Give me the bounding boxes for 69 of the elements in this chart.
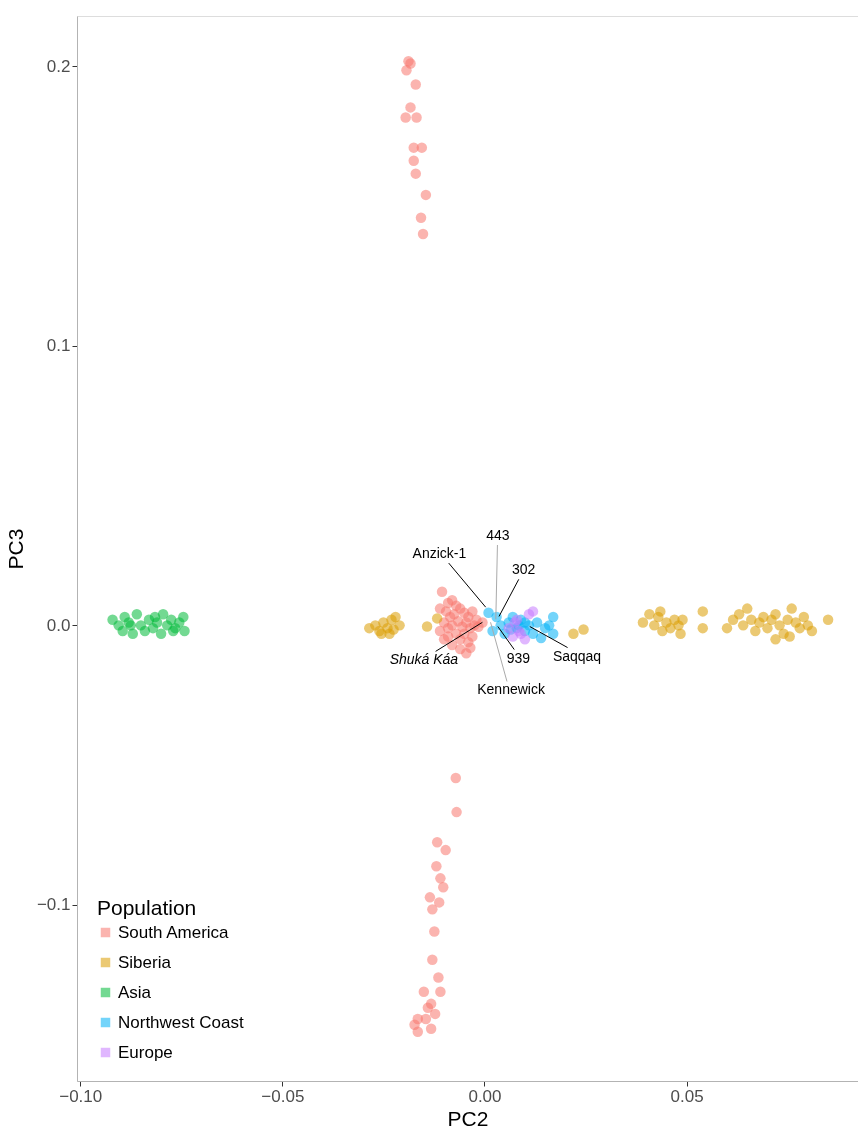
point	[117, 625, 128, 637]
point	[139, 625, 151, 637]
point	[535, 632, 547, 644]
point	[770, 608, 781, 620]
annotation: 443	[486, 526, 510, 543]
x-tick-label: 0.00	[468, 1086, 502, 1106]
point	[431, 613, 443, 624]
annotation: Anzick-1	[412, 545, 467, 562]
point	[531, 617, 543, 628]
point	[697, 622, 709, 634]
y-tick-label: −0.1	[36, 895, 71, 915]
point	[390, 611, 401, 623]
point	[741, 603, 753, 614]
x-tick-label: −0.05	[261, 1086, 305, 1106]
annotation: Kennewick	[477, 681, 546, 698]
point	[762, 622, 773, 634]
point	[655, 606, 666, 617]
y-tick-label: 0.1	[46, 336, 71, 356]
point	[519, 634, 531, 645]
point	[750, 625, 761, 637]
point	[806, 625, 818, 637]
point	[568, 628, 579, 639]
legend-label: South America	[118, 922, 230, 942]
point	[131, 608, 143, 620]
point	[784, 631, 795, 642]
point	[782, 614, 793, 626]
point	[798, 611, 810, 623]
point	[786, 603, 797, 614]
legend-label: Asia	[118, 982, 152, 1002]
legend-label: Northwest Coast	[118, 1012, 244, 1032]
point	[547, 611, 559, 623]
legend-title: Population	[97, 896, 197, 919]
point	[733, 608, 745, 620]
legend-label: Europe	[118, 1042, 173, 1062]
point	[677, 614, 688, 626]
point	[578, 624, 589, 635]
annotation: Saqqaq	[552, 647, 602, 664]
point	[637, 617, 649, 628]
point	[737, 620, 749, 631]
annotation: 302	[512, 561, 536, 578]
annotation: Shuká Káa	[389, 651, 459, 668]
y-tick-label: 0.2	[46, 56, 71, 76]
y-axis-title: PC3	[3, 528, 27, 570]
point	[721, 622, 733, 634]
point	[149, 611, 161, 623]
point	[649, 620, 660, 631]
point	[822, 614, 834, 626]
point	[421, 621, 433, 632]
point	[527, 606, 539, 617]
point	[543, 620, 555, 631]
x-axis-title: PC2	[447, 1106, 489, 1130]
point	[547, 628, 559, 639]
point	[697, 606, 709, 617]
point	[388, 624, 399, 635]
point	[155, 628, 167, 639]
point	[483, 607, 494, 619]
point	[644, 608, 655, 620]
point	[675, 628, 686, 639]
x-tick-label: −0.10	[59, 1086, 103, 1106]
point	[770, 634, 781, 645]
point	[179, 625, 190, 637]
point	[794, 622, 806, 634]
annotation: 939	[506, 649, 531, 666]
legend-label: Siberia	[118, 952, 172, 972]
point	[127, 628, 139, 639]
point	[178, 611, 189, 623]
y-tick-label: 0.0	[46, 615, 71, 635]
x-tick-label: 0.05	[670, 1086, 704, 1106]
point	[774, 620, 785, 631]
